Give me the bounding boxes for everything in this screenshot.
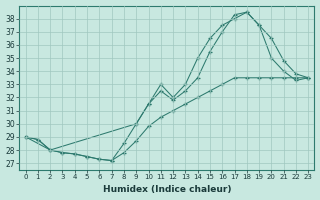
X-axis label: Humidex (Indice chaleur): Humidex (Indice chaleur)	[103, 185, 231, 194]
